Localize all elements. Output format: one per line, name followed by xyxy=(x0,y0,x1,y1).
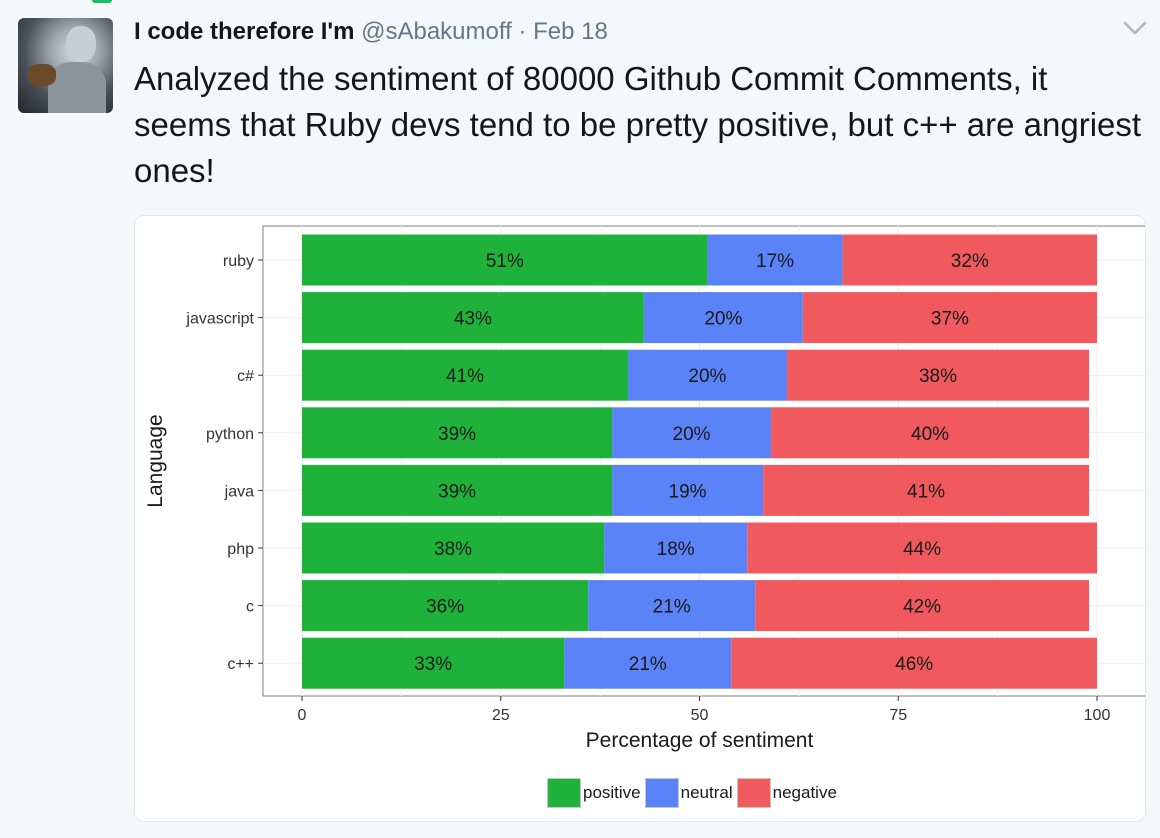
y-tick-label: python xyxy=(206,426,254,443)
avatar-head-shape xyxy=(66,26,96,62)
bar-negative xyxy=(802,292,1097,344)
y-tick-label: javascript xyxy=(185,311,254,328)
avatar-hand-shape xyxy=(28,64,56,86)
legend-swatch-negative xyxy=(736,778,771,808)
bar-positive xyxy=(302,580,589,632)
bar-label-positive: 33% xyxy=(414,654,452,675)
bar-positive xyxy=(302,637,565,689)
y-tick-label: c xyxy=(246,599,254,616)
tweet-text: Analyzed the sentiment of 80000 Github C… xyxy=(134,60,1142,189)
bar-negative xyxy=(755,580,1090,632)
legend-label-neutral: neutral xyxy=(680,783,733,802)
legend-swatch-neutral xyxy=(644,778,679,808)
chart-legend: positive neutral negative xyxy=(547,778,841,808)
bar-neutral xyxy=(604,522,748,574)
bar-label-negative: 46% xyxy=(895,654,933,675)
author-handle[interactable]: @sAbakumoff xyxy=(361,18,512,45)
y-tick-label: ruby xyxy=(223,253,254,270)
bar-negative xyxy=(763,464,1090,516)
bar-negative xyxy=(731,637,1097,689)
bar-positive xyxy=(302,292,644,344)
y-tick-label: c# xyxy=(237,368,254,385)
avatar[interactable] xyxy=(18,18,113,113)
bar-label-negative: 38% xyxy=(919,366,957,387)
bar-label-neutral: 21% xyxy=(653,597,691,618)
y-tick-label: java xyxy=(224,483,254,500)
y-tick-label: c++ xyxy=(227,656,254,673)
bar-label-neutral: 20% xyxy=(704,309,742,330)
x-tick-label: 75 xyxy=(889,707,907,724)
x-tick-label: 50 xyxy=(691,707,709,724)
bar-negative xyxy=(842,234,1097,286)
chevron-down-icon[interactable] xyxy=(1122,18,1148,38)
bar-label-negative: 37% xyxy=(931,309,969,330)
x-tick-label: 25 xyxy=(492,707,510,724)
sentiment-chart: 51% 17% 32% ruby 43% 20% 37% javascript 41% 20% 38… xyxy=(144,225,1145,752)
tweet-date[interactable]: Feb 18 xyxy=(533,18,608,45)
top-accent-bar xyxy=(92,0,112,3)
bar-neutral xyxy=(643,292,803,344)
bar-label-positive: 38% xyxy=(434,539,472,560)
x-tick-label: 100 xyxy=(1084,707,1111,724)
bar-label-neutral: 20% xyxy=(688,366,726,387)
bar-label-negative: 40% xyxy=(911,424,949,445)
bar-neutral xyxy=(564,637,732,689)
bar-label-neutral: 17% xyxy=(756,251,794,272)
y-axis-title: Language xyxy=(144,414,167,507)
bar-label-positive: 36% xyxy=(426,597,464,618)
bar-label-negative: 44% xyxy=(903,539,941,560)
bar-positive xyxy=(302,522,605,574)
legend-label-positive: positive xyxy=(583,783,641,802)
bar-label-neutral: 19% xyxy=(669,481,707,502)
x-tick-label: 0 xyxy=(298,707,307,724)
bar-negative xyxy=(786,349,1090,401)
bar-label-negative: 42% xyxy=(903,597,941,618)
meta-separator: · xyxy=(511,18,534,45)
bar-label-negative: 41% xyxy=(907,481,945,502)
y-tick-label: php xyxy=(227,541,254,558)
bar-neutral xyxy=(612,407,772,459)
tweet-header: I code therefore I'm @sAbakumoff · Feb 1… xyxy=(134,18,608,46)
bar-label-neutral: 18% xyxy=(657,539,695,560)
bar-label-positive: 43% xyxy=(454,309,492,330)
avatar-body-shape xyxy=(48,62,106,113)
bar-positive xyxy=(302,349,628,401)
chart-card[interactable]: 51% 17% 32% ruby 43% 20% 37% javascript 41% 20% 38… xyxy=(134,215,1146,822)
bar-label-positive: 51% xyxy=(486,251,524,272)
bar-neutral xyxy=(612,464,764,516)
legend-label-negative: negative xyxy=(772,783,837,802)
bar-label-positive: 39% xyxy=(438,481,476,502)
bar-negative xyxy=(747,522,1097,574)
bar-neutral xyxy=(627,349,787,401)
bar-label-neutral: 20% xyxy=(673,424,711,445)
bar-neutral xyxy=(707,234,843,286)
bar-label-neutral: 21% xyxy=(629,654,667,675)
bar-label-positive: 39% xyxy=(438,424,476,445)
bar-label-negative: 32% xyxy=(951,251,989,272)
bar-label-positive: 41% xyxy=(446,366,484,387)
bar-positive xyxy=(302,234,708,286)
bar-positive xyxy=(302,464,613,516)
legend-swatch-positive xyxy=(547,778,581,808)
x-axis-title: Percentage of sentiment xyxy=(586,729,814,752)
author-name[interactable]: I code therefore I'm xyxy=(134,18,355,45)
bar-negative xyxy=(771,407,1090,459)
bar-positive xyxy=(302,407,613,459)
bar-neutral xyxy=(588,580,756,632)
